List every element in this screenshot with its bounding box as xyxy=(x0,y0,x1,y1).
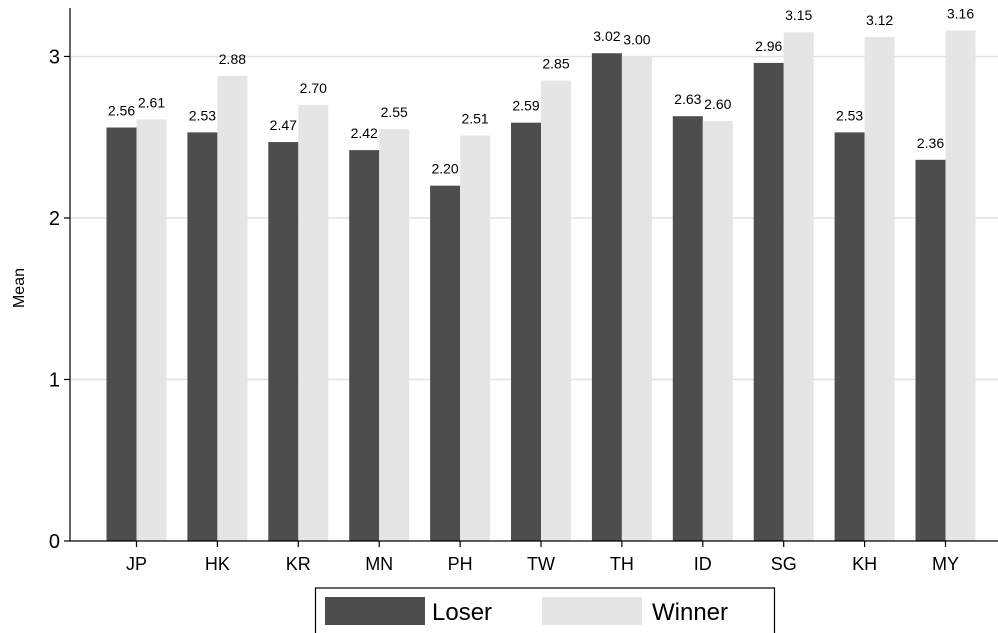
bar-winner xyxy=(783,32,814,542)
data-label: 2.63 xyxy=(674,91,701,107)
bar-loser xyxy=(106,127,137,541)
bars xyxy=(106,30,976,542)
bar-winner xyxy=(621,56,652,542)
data-label: 2.20 xyxy=(431,161,458,177)
data-label: 2.47 xyxy=(270,117,297,133)
data-label: 2.53 xyxy=(836,107,863,123)
data-label: 3.00 xyxy=(623,31,650,47)
bar-loser xyxy=(430,185,461,541)
x-tick-label: SG xyxy=(771,554,797,574)
data-label: 3.15 xyxy=(785,7,812,23)
legend-swatch-loser xyxy=(325,597,425,625)
bar-winner xyxy=(460,135,491,541)
data-label: 2.61 xyxy=(138,94,165,110)
data-label: 2.51 xyxy=(461,111,488,127)
data-label: 3.16 xyxy=(947,6,974,22)
x-tick-label: TW xyxy=(527,554,555,574)
x-tick-label: HK xyxy=(205,554,230,574)
data-label: 2.36 xyxy=(917,135,944,151)
legend: Loser Winner xyxy=(314,587,776,633)
data-label: 2.59 xyxy=(512,98,539,114)
x-tick-label: ID xyxy=(694,554,712,574)
data-label: 2.88 xyxy=(219,51,246,67)
x-tick-label: KR xyxy=(286,554,311,574)
data-label: 2.55 xyxy=(381,104,408,120)
x-tick-label: MY xyxy=(932,554,959,574)
x-tick-label: JP xyxy=(126,554,147,574)
y-tick-label: 3 xyxy=(49,46,60,68)
y-tick-label: 1 xyxy=(49,369,60,391)
bar-winner xyxy=(541,80,571,541)
y-tick-label: 2 xyxy=(49,208,60,230)
bar-loser xyxy=(268,142,299,542)
bar-winner xyxy=(379,129,410,542)
axes: 0 1 2 3 JP HK KR MN PH TW TH ID SG KH MY xyxy=(49,8,998,574)
bar-winner xyxy=(298,104,329,541)
data-label: 2.53 xyxy=(189,107,216,123)
bar-winner xyxy=(217,75,248,541)
bar-winner xyxy=(864,37,895,542)
x-tick-label: TH xyxy=(610,554,634,574)
data-label: 3.12 xyxy=(866,12,893,28)
bar-winner xyxy=(945,30,976,541)
y-axis-title: Mean xyxy=(11,268,28,308)
bar-loser xyxy=(915,159,946,541)
bar-loser xyxy=(187,132,218,541)
bar-loser xyxy=(834,132,865,541)
bar-loser xyxy=(511,122,541,542)
data-label: 2.85 xyxy=(542,56,569,72)
legend-label-winner: Winner xyxy=(652,599,728,626)
data-label: 3.02 xyxy=(593,28,620,44)
bar-winner xyxy=(136,119,167,541)
data-label: 2.42 xyxy=(351,125,378,141)
x-tick-label: MN xyxy=(365,554,393,574)
bar-loser xyxy=(349,150,380,541)
data-label: 2.70 xyxy=(300,80,327,96)
legend-label-loser: Loser xyxy=(432,599,492,626)
bar-loser xyxy=(672,116,703,541)
bar-winner xyxy=(702,121,733,541)
data-label: 2.60 xyxy=(704,96,731,112)
bar-loser xyxy=(753,62,784,541)
legend-swatch-winner xyxy=(542,597,642,625)
data-label: 2.96 xyxy=(755,38,782,54)
y-tick-label: 0 xyxy=(49,531,60,553)
data-label: 2.56 xyxy=(108,103,135,119)
x-tick-label: PH xyxy=(448,554,473,574)
x-tick-label: KH xyxy=(852,554,877,574)
data-labels: 2.562.61 2.53 2.88 2.47 2.70 2.422.55 2.20 2.51… xyxy=(108,6,974,177)
bar-loser xyxy=(591,53,622,541)
